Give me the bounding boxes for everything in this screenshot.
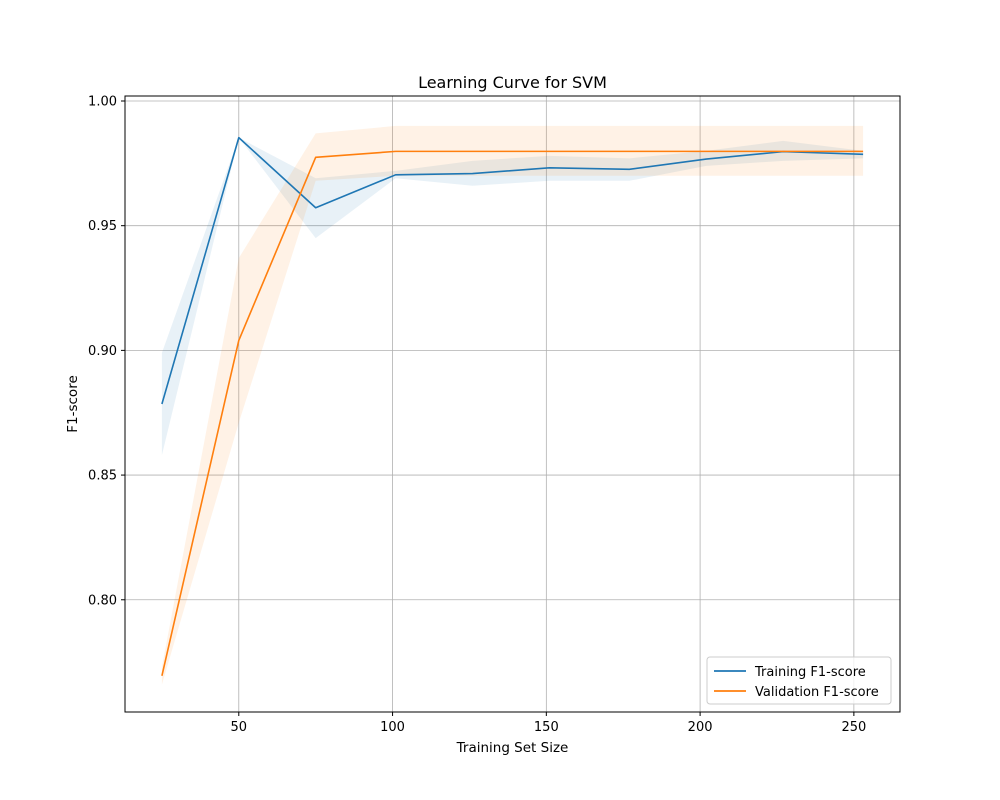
validation-data-point	[314, 156, 316, 158]
x-tick-label: 150	[534, 720, 559, 735]
y-tick-label: 1.00	[88, 94, 117, 109]
validation-data-point	[628, 150, 630, 152]
axis-ticks: 50 100 150 200 250 0.80 0.85 0.90 0.95 1.00	[88, 94, 866, 735]
plot-area-frame	[124, 95, 901, 713]
validation-data-point	[862, 150, 864, 152]
validation-data-point	[471, 150, 473, 152]
training-data-point	[862, 153, 864, 155]
validation-data-point	[394, 150, 396, 152]
y-tick-label: 0.85	[88, 469, 117, 484]
legend-label-training: Training F1-score	[754, 665, 866, 680]
y-tick-label: 0.90	[88, 344, 117, 359]
x-tick-label: 200	[688, 720, 713, 735]
training-data-point	[238, 136, 240, 138]
validation-data-point	[782, 150, 784, 152]
training-data-point	[314, 207, 316, 209]
legend-label-validation: Validation F1-score	[755, 685, 879, 700]
training-confidence-band	[161, 137, 864, 456]
x-tick-label: 250	[841, 720, 866, 735]
training-data-point	[705, 158, 707, 160]
validation-data-point	[161, 675, 163, 677]
training-data-point	[628, 168, 630, 170]
y-tick-label: 0.80	[88, 593, 117, 608]
validation-data-point	[238, 339, 240, 341]
y-tick-label: 0.95	[88, 219, 117, 234]
training-data-point	[161, 403, 163, 405]
validation-line	[161, 150, 864, 677]
confidence-bands	[161, 125, 864, 685]
training-data-point	[394, 174, 396, 176]
training-data-point	[471, 172, 473, 174]
x-tick-label: 100	[380, 720, 405, 735]
grid-lines	[125, 96, 900, 712]
y-axis-label: F1-score	[65, 375, 81, 433]
x-tick-label: 50	[231, 720, 248, 735]
training-line	[161, 136, 864, 405]
legend-frame	[706, 656, 892, 705]
legend: Training F1-score Validation F1-score	[706, 656, 892, 705]
training-data-point	[548, 167, 550, 169]
chart-title: Learning Curve for SVM	[418, 73, 607, 92]
x-axis-label: Training Set Size	[456, 740, 569, 756]
series-lines	[161, 136, 864, 677]
validation-data-point	[548, 150, 550, 152]
validation-data-point	[705, 150, 707, 152]
